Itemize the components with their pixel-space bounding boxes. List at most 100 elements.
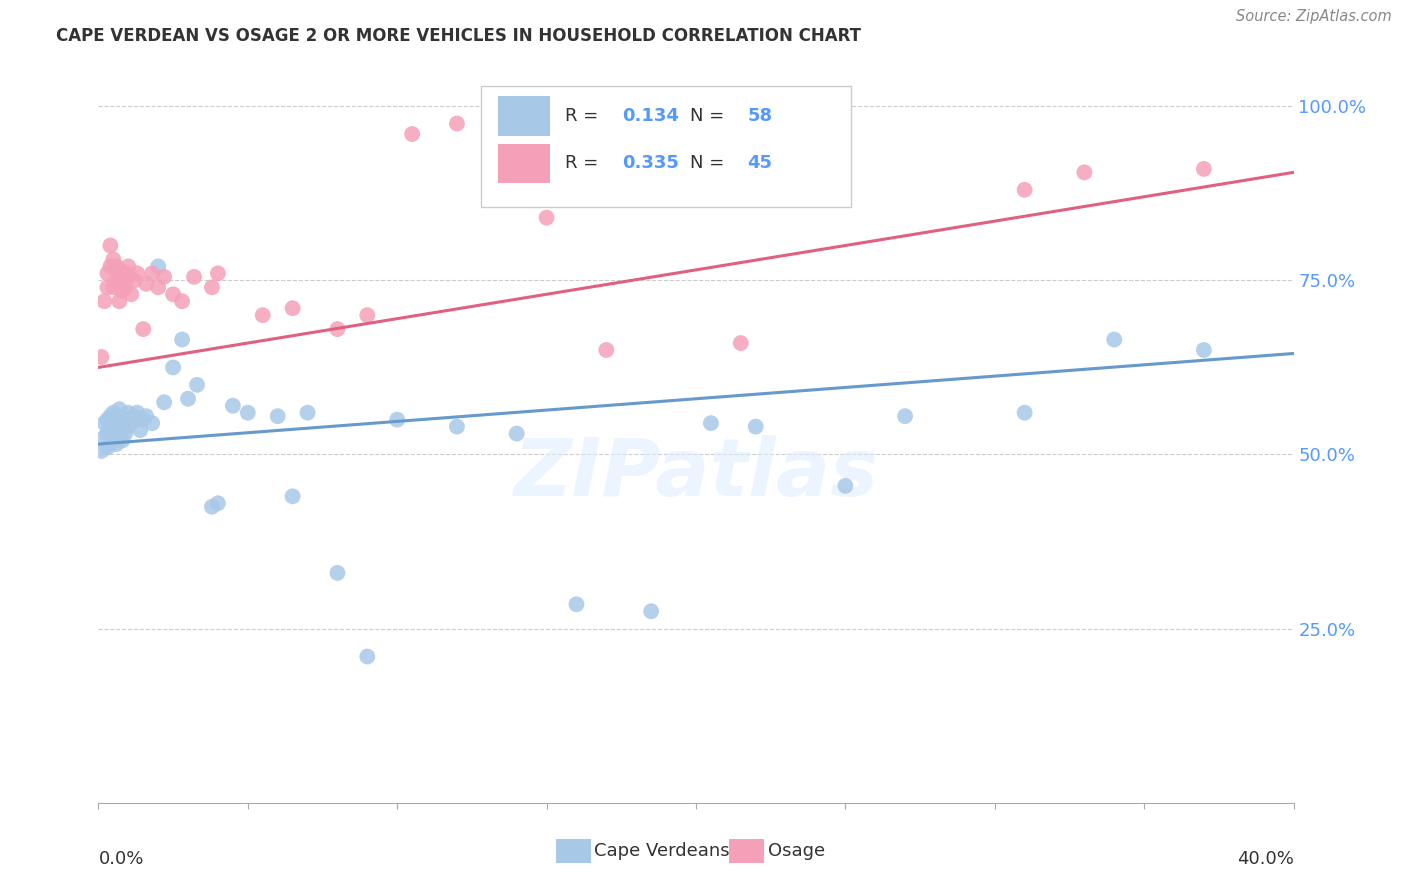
Text: Cape Verdeans: Cape Verdeans: [595, 842, 730, 860]
Point: [96, 412, 118, 426]
Point: [120, 287, 142, 301]
Point: [222, 399, 245, 413]
Point: [141, 416, 163, 430]
Point: [129, 423, 152, 437]
Point: [124, 273, 146, 287]
Point: [252, 308, 274, 322]
Point: [90, 350, 112, 364]
Point: [90, 444, 112, 458]
Point: [446, 117, 468, 131]
Point: [153, 269, 176, 284]
FancyBboxPatch shape: [498, 96, 550, 136]
Point: [103, 434, 125, 448]
Text: N =: N =: [690, 107, 730, 125]
Point: [105, 437, 128, 451]
Point: [162, 287, 184, 301]
Text: Source: ZipAtlas.com: Source: ZipAtlas.com: [1236, 9, 1392, 24]
Point: [236, 406, 259, 420]
Point: [98, 238, 122, 252]
Point: [177, 392, 200, 406]
Point: [111, 269, 134, 284]
Point: [93, 294, 115, 309]
Text: 0.335: 0.335: [621, 153, 679, 172]
Point: [105, 423, 128, 437]
Text: 45: 45: [748, 153, 772, 172]
Point: [172, 333, 194, 347]
Point: [207, 496, 229, 510]
Point: [117, 269, 139, 284]
Text: Osage: Osage: [768, 842, 825, 860]
FancyBboxPatch shape: [498, 144, 550, 183]
Point: [120, 416, 142, 430]
Point: [1014, 406, 1036, 420]
Text: R =: R =: [565, 107, 603, 125]
Point: [326, 322, 349, 336]
Point: [108, 402, 131, 417]
Point: [640, 604, 662, 618]
FancyBboxPatch shape: [730, 839, 763, 863]
Point: [108, 430, 131, 444]
Point: [132, 322, 155, 336]
Point: [356, 308, 378, 322]
Point: [96, 280, 118, 294]
Point: [117, 419, 139, 434]
Point: [153, 395, 176, 409]
Text: 58: 58: [748, 107, 772, 125]
Text: 0.0%: 0.0%: [98, 850, 143, 868]
Text: CAPE VERDEAN VS OSAGE 2 OR MORE VEHICLES IN HOUSEHOLD CORRELATION CHART: CAPE VERDEAN VS OSAGE 2 OR MORE VEHICLES…: [56, 27, 862, 45]
Point: [114, 412, 136, 426]
Point: [281, 301, 304, 316]
Point: [1104, 333, 1126, 347]
Point: [1073, 165, 1095, 179]
Point: [127, 266, 149, 280]
Point: [98, 437, 122, 451]
Point: [148, 260, 170, 274]
Point: [207, 266, 229, 280]
Point: [1014, 183, 1036, 197]
Point: [114, 266, 136, 280]
Point: [98, 409, 122, 424]
Point: [297, 406, 319, 420]
Text: 0.134: 0.134: [621, 107, 679, 125]
Point: [565, 597, 588, 611]
Point: [96, 426, 118, 441]
Point: [894, 409, 917, 424]
Text: 40.0%: 40.0%: [1237, 850, 1294, 868]
Point: [105, 260, 128, 274]
Point: [114, 426, 136, 441]
Point: [135, 409, 157, 424]
Point: [96, 441, 118, 455]
Point: [201, 500, 224, 514]
Point: [124, 409, 146, 424]
FancyBboxPatch shape: [557, 839, 591, 863]
Point: [117, 406, 139, 420]
Point: [446, 419, 468, 434]
Point: [148, 280, 170, 294]
Point: [162, 360, 184, 375]
Point: [103, 280, 125, 294]
Text: ZIPatlas: ZIPatlas: [513, 434, 879, 513]
Point: [183, 269, 205, 284]
Point: [281, 489, 304, 503]
Point: [98, 260, 122, 274]
Point: [111, 284, 134, 298]
Point: [117, 260, 139, 274]
Point: [595, 343, 617, 357]
Point: [103, 252, 125, 267]
Point: [201, 280, 224, 294]
Point: [96, 266, 118, 280]
Point: [105, 409, 128, 424]
Text: N =: N =: [690, 153, 730, 172]
Point: [700, 416, 723, 430]
Point: [506, 426, 529, 441]
Point: [135, 277, 157, 291]
Point: [132, 412, 155, 426]
Point: [385, 412, 409, 426]
Point: [105, 273, 128, 287]
Point: [186, 377, 208, 392]
Point: [745, 419, 768, 434]
Point: [536, 211, 558, 225]
Point: [108, 294, 131, 309]
Point: [326, 566, 349, 580]
Point: [1192, 343, 1215, 357]
